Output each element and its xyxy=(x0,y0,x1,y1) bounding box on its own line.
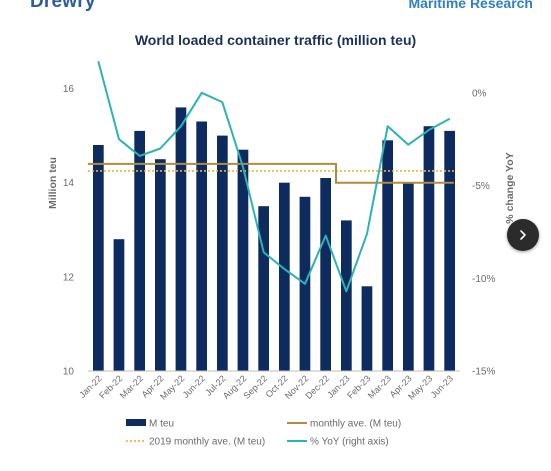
legend-label: monthly ave. (M teu) xyxy=(310,419,401,430)
bar xyxy=(361,286,373,371)
bar xyxy=(217,135,228,371)
x-tick-label: Mar-23 xyxy=(366,373,393,400)
y2-tick-label: -10% xyxy=(472,274,495,285)
y2-tick-label: -15% xyxy=(472,367,495,378)
bar xyxy=(113,239,125,371)
bar xyxy=(403,182,414,371)
bar xyxy=(134,130,145,371)
x-tick-label: Dec-22 xyxy=(304,373,332,401)
bar xyxy=(423,126,435,371)
y2-tick-label: -5% xyxy=(472,181,490,192)
x-tick-label: Jun-23 xyxy=(429,373,456,400)
bar xyxy=(237,149,249,371)
y-tick-label: 12 xyxy=(63,272,75,283)
bar xyxy=(320,178,331,371)
x-tick-label: Sep-22 xyxy=(242,373,270,401)
chevron-right-icon xyxy=(520,230,526,240)
bar xyxy=(382,140,393,371)
bar xyxy=(444,130,455,371)
line-yoy xyxy=(97,61,451,293)
bar-series xyxy=(93,107,455,372)
x-tick-label: Jun-22 xyxy=(181,373,208,400)
y-tick-label: 16 xyxy=(63,84,75,95)
bar xyxy=(155,159,166,371)
bar xyxy=(93,145,104,371)
y-tick-label: 10 xyxy=(63,367,75,378)
bar xyxy=(279,182,290,371)
legend-label: M teu xyxy=(149,419,174,430)
bar xyxy=(196,121,207,371)
next-slide-button[interactable] xyxy=(507,219,539,251)
bar xyxy=(258,206,269,371)
y-tick-label: 14 xyxy=(63,178,75,189)
drewry-logo: Drewry xyxy=(30,0,96,12)
y2-axis-title: % change YoY xyxy=(504,152,516,223)
y2-tick-label: 0% xyxy=(472,88,487,99)
legend: M teu monthly ave. (M teu) 2019 monthly av… xyxy=(126,419,401,448)
legend-swatch-bar xyxy=(126,419,146,426)
bar xyxy=(175,107,187,372)
y-axis-title: Million teu xyxy=(47,157,59,209)
x-tick-label: Mar-22 xyxy=(118,373,145,400)
line-monthly-ave xyxy=(88,162,454,184)
line-series xyxy=(88,61,454,293)
bar xyxy=(341,220,352,371)
brand-tagline: Maritime Research xyxy=(408,0,533,11)
legend-label: 2019 monthly ave. (M teu) xyxy=(149,437,265,448)
legend-label: % YoY (right axis) xyxy=(310,437,389,448)
chart-title: World loaded container traffic (million … xyxy=(134,32,417,48)
